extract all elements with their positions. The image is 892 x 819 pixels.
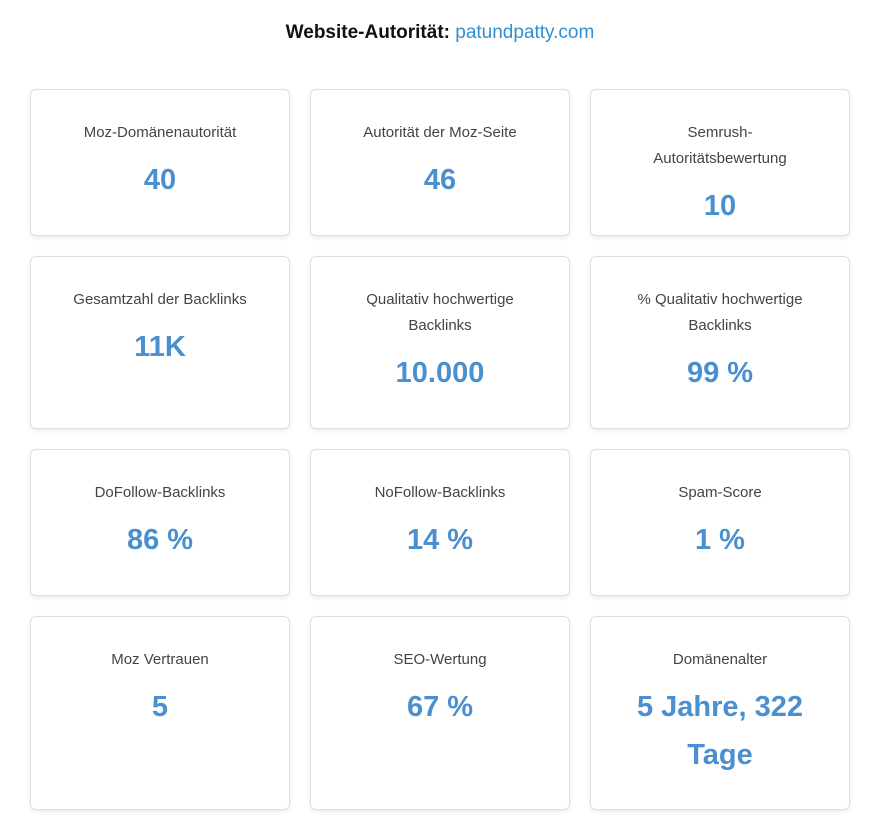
domain-link[interactable]: patundpatty.com <box>455 22 595 43</box>
metric-title: Moz Vertrauen <box>111 651 209 668</box>
page-header: Website-Autorität: patundpatty.com <box>0 20 880 46</box>
metric-card-moz-trust: Moz Vertrauen 5 <box>30 616 290 810</box>
metric-value: 11K <box>134 331 186 363</box>
metric-value: 1 % <box>695 524 745 556</box>
metric-title: Qualitativ hochwertige Backlinks <box>366 291 514 334</box>
metric-title: SEO-Wertung <box>393 651 487 668</box>
metric-title: DoFollow-Backlinks <box>94 484 226 501</box>
metric-title: Spam-Score <box>678 484 762 501</box>
metric-value: 46 <box>423 164 457 196</box>
metric-card-dofollow-backlinks: DoFollow-Backlinks 86 % <box>30 449 290 596</box>
metric-title: Gesamtzahl der Backlinks <box>73 291 247 308</box>
metrics-grid: Moz-Domänenautorität 40 Autorität der Mo… <box>30 89 850 810</box>
metric-title: Domänenalter <box>672 651 768 668</box>
metric-value: 5 Jahre, 322 Tage <box>636 691 804 771</box>
metric-card-quality-backlinks-percent: % Qualitativ hochwertige Backlinks 99 % <box>590 256 850 429</box>
metric-title: NoFollow-Backlinks <box>374 484 506 501</box>
metric-card-seo-score: SEO-Wertung 67 % <box>310 616 570 810</box>
header-label: Website-Autorität: <box>285 22 450 43</box>
metric-value: 86 % <box>126 524 194 556</box>
metric-card-domain-age: Domänenalter 5 Jahre, 322 Tage <box>590 616 850 810</box>
metric-title: Moz-Domänenautorität <box>83 124 237 141</box>
metric-value: 40 <box>143 164 177 196</box>
metric-title: % Qualitativ hochwertige Backlinks <box>637 291 803 334</box>
metric-title: Semrush-Autoritätsbewertung <box>653 124 787 167</box>
metric-card-moz-page-authority: Autorität der Moz-Seite 46 <box>310 89 570 236</box>
metric-value: 67 % <box>406 691 474 723</box>
metric-value: 5 <box>151 691 169 723</box>
metric-card-spam-score: Spam-Score 1 % <box>590 449 850 596</box>
metric-value: 10 <box>703 190 737 222</box>
metric-card-semrush-authority: Semrush-Autoritätsbewertung 10 <box>590 89 850 236</box>
metric-value: 14 % <box>406 524 474 556</box>
metric-card-total-backlinks: Gesamtzahl der Backlinks 11K <box>30 256 290 429</box>
metric-value: 10.000 <box>395 357 485 389</box>
metric-card-quality-backlinks: Qualitativ hochwertige Backlinks 10.000 <box>310 256 570 429</box>
metric-card-nofollow-backlinks: NoFollow-Backlinks 14 % <box>310 449 570 596</box>
metric-title: Autorität der Moz-Seite <box>363 124 517 141</box>
metric-value: 99 % <box>686 357 754 389</box>
metric-card-moz-domain-authority: Moz-Domänenautorität 40 <box>30 89 290 236</box>
